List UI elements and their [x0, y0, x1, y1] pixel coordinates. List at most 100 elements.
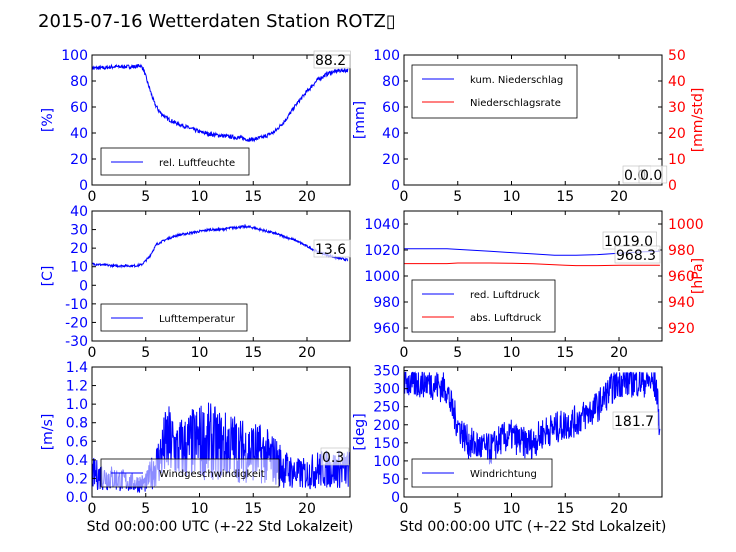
y2-tick-label: 10: [668, 152, 686, 168]
y2-tick-label: 940: [668, 295, 695, 311]
y-tick-label: 1.4: [66, 360, 88, 376]
y-tick-label: 1000: [364, 269, 400, 285]
y-tick-label: 200: [373, 418, 400, 434]
y-tick-label: 10: [70, 260, 88, 276]
y-tick-label: 50: [382, 472, 400, 488]
y-tick-label: 150: [373, 436, 400, 452]
y-tick-label: 1.2: [66, 379, 88, 395]
y2-tick-label: 30: [668, 100, 686, 116]
x-tick-label: 0: [88, 501, 97, 517]
y-tick-label: 980: [373, 295, 400, 311]
y-tick-label: 0: [79, 178, 88, 194]
x-axis-label-right: Std 00:00:00 UTC (+-22 Std Lokalzeit): [400, 519, 667, 535]
legend-label: Niederschlagsrate: [470, 98, 561, 109]
x-tick-label: 5: [453, 345, 462, 361]
y-tick-label: 100: [373, 48, 400, 64]
value-annotation-box: [638, 165, 668, 184]
x-tick-label: 10: [191, 345, 209, 361]
value-annotation: 13.6: [315, 242, 346, 258]
y-tick-label: 40: [70, 126, 88, 142]
legend-label: Windrichtung: [470, 469, 537, 480]
y-tick-label: 20: [382, 152, 400, 168]
y-tick-label: 0.4: [66, 453, 88, 469]
y-axis-label: [%]: [40, 108, 56, 132]
value-annotation-box: [614, 245, 661, 264]
series-line-2: [404, 262, 660, 267]
legend-label: kum. Niederschlag: [470, 75, 563, 86]
y2-tick-label: 1000: [668, 217, 704, 233]
x-tick-label: 20: [298, 345, 316, 361]
series-line-1: [404, 371, 661, 465]
y-axis-label: [deg]: [352, 413, 368, 450]
y-tick-label: 80: [382, 74, 400, 90]
x-tick-label: 10: [503, 345, 521, 361]
y-tick-label: -30: [65, 334, 88, 350]
legend-label: abs. Luftdruck: [470, 313, 541, 324]
y-tick-label: 40: [70, 204, 88, 220]
plot-frame: [403, 366, 663, 498]
y-tick-label: -20: [65, 315, 88, 331]
y-tick-label: 100: [61, 48, 88, 64]
series-line-1: [92, 223, 349, 269]
x-axis-label-left: Std 00:00:00 UTC (+-22 Std Lokalzeit): [87, 519, 354, 535]
y-tick-label: 0.6: [66, 434, 88, 450]
plot-frame: [91, 366, 351, 498]
legend-box: [411, 64, 578, 119]
plot-frame: [403, 54, 663, 186]
y-tick-label: 80: [70, 74, 88, 90]
panel-1: 0 5 10 15 20 0 20 40 60 80 100 [%] rel. Luftfeuchte 8…: [40, 48, 351, 205]
x-tick-label: 20: [298, 501, 316, 517]
y2-tick-label: 960: [668, 269, 695, 285]
panel-4: 0 5 10 15 20 960 980 1000 1020 1040 920 940 960 980 10…: [364, 210, 706, 361]
y-tick-label: 0.0: [66, 490, 88, 506]
chart-title: 2015-07-16 Wetterdaten Station ROTZ▯: [38, 11, 396, 32]
x-tick-label: 15: [556, 189, 574, 205]
y2-axis-label: [mm/std]: [690, 88, 706, 153]
legend-box: [411, 279, 556, 333]
value-annotation: 968.3: [616, 248, 656, 264]
y-axis-label: [m/s]: [40, 414, 56, 451]
y2-axis-label: [hPa]: [690, 258, 706, 294]
y-tick-label: -10: [65, 297, 88, 313]
x-tick-label: 15: [556, 345, 574, 361]
y-tick-label: 0: [79, 278, 88, 294]
x-tick-label: 5: [141, 345, 150, 361]
panel-3: 0 5 10 15 20 -30 -20 -10 0 10 20 30 40 [C] Lufttempera…: [40, 204, 351, 361]
value-annotation: 88.2: [315, 53, 346, 69]
legend-label: Lufttemperatur: [159, 314, 236, 325]
y-tick-label: 350: [373, 364, 400, 380]
y-axis-label: [C]: [40, 266, 56, 287]
value-annotation-box: [612, 411, 659, 430]
x-tick-label: 20: [298, 189, 316, 205]
y2-tick-label: 980: [668, 243, 695, 259]
panel-5: 0 5 10 15 20 0.0 0.2 0.4 0.6 0.8 1.0 1.2 1.4 [m/s] Win…: [40, 360, 351, 517]
y2-tick-label: 20: [668, 126, 686, 142]
y-tick-label: 300: [373, 382, 400, 398]
y-tick-label: 960: [373, 321, 400, 337]
y-tick-label: 20: [70, 152, 88, 168]
x-tick-label: 0: [400, 501, 409, 517]
series-line-1: [92, 63, 349, 143]
plot-frame: [91, 210, 351, 342]
value-annotation-box: [313, 239, 351, 258]
panel-2: 0 5 10 15 20 0 20 40 60 80 100 0 10 20 30 40 50 [mm] [mm/s…: [352, 48, 706, 205]
y-tick-label: 40: [382, 126, 400, 142]
legend-label: red. Luftdruck: [470, 290, 540, 301]
x-tick-label: 10: [503, 189, 521, 205]
series-line-1: [404, 248, 660, 256]
x-tick-label: 10: [503, 501, 521, 517]
x-tick-label: 5: [453, 501, 462, 517]
value-annotation-box: [320, 447, 350, 466]
x-tick-label: 5: [141, 501, 150, 517]
x-tick-label: 0: [400, 189, 409, 205]
value-annotation: 0.0: [640, 168, 662, 184]
y2-tick-label: 920: [668, 321, 695, 337]
y-tick-label: 0.8: [66, 416, 88, 432]
value-annotation: 0.3: [322, 450, 344, 466]
y-tick-label: 20: [70, 241, 88, 257]
y-tick-label: 1040: [364, 217, 400, 233]
y-tick-label: 0: [391, 490, 400, 506]
value-annotation-box: [313, 50, 351, 69]
